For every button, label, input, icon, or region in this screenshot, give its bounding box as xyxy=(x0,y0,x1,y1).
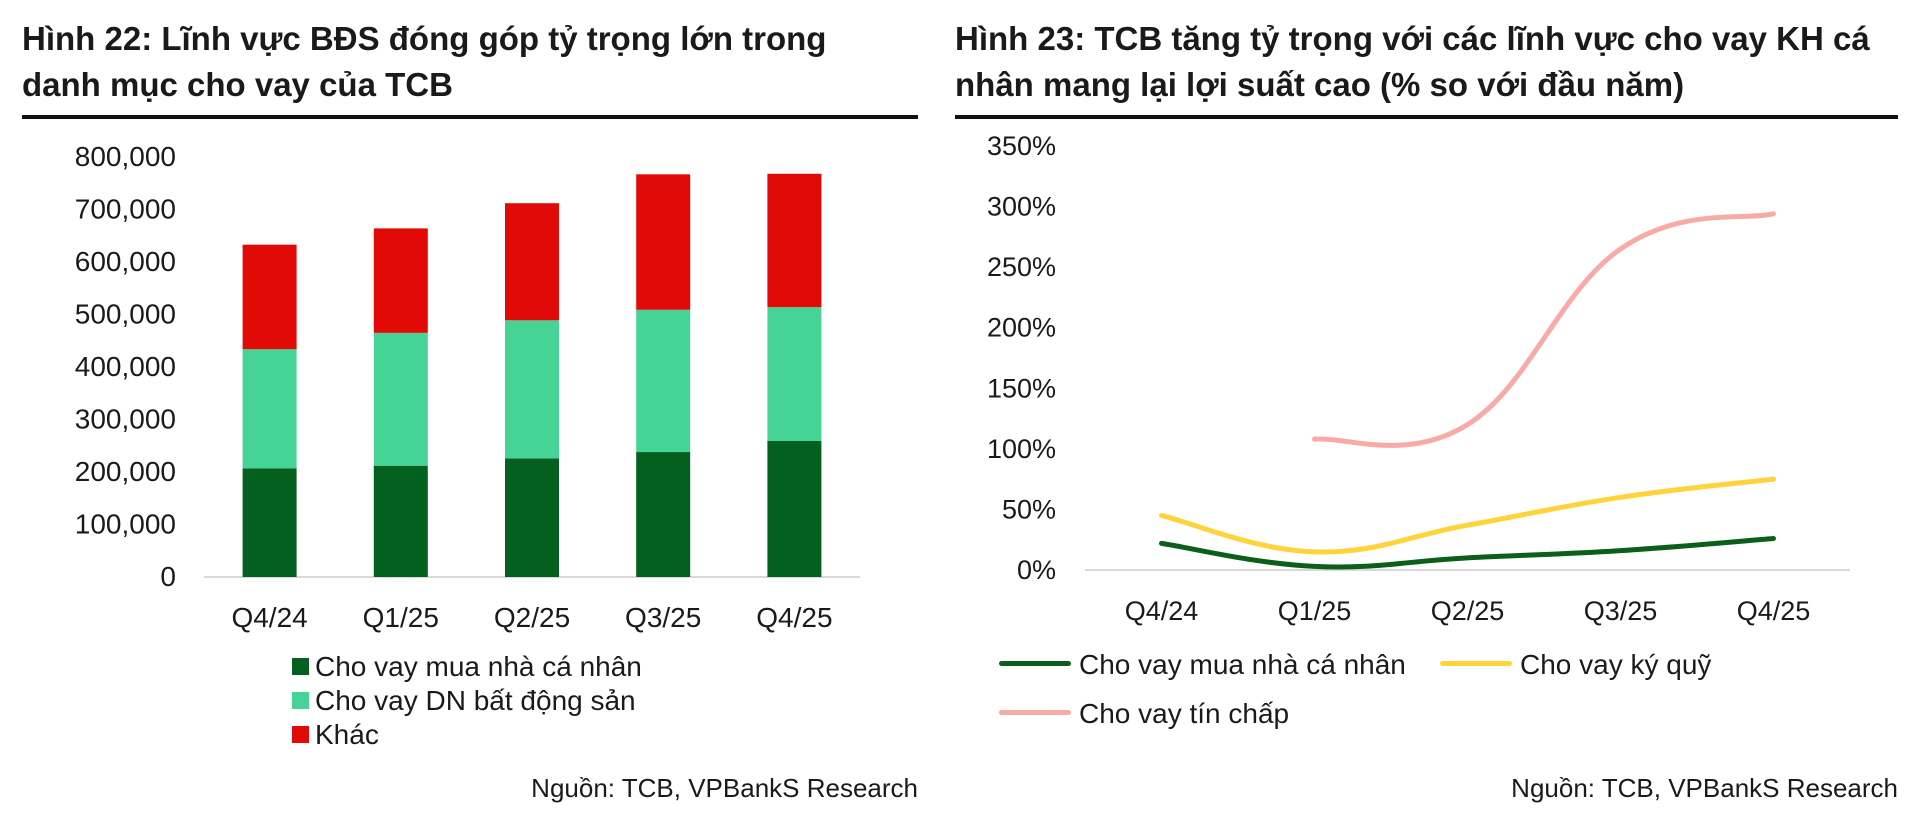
y-tick-label: 100,000 xyxy=(75,509,176,540)
legend-line-swatch xyxy=(1440,661,1512,667)
series-line-2 xyxy=(1159,476,1776,555)
bar-segment-2-Q2-25 xyxy=(505,320,559,459)
figure-22-title-line1: Hình 22: Lĩnh vực BĐS đóng góp tỷ trọng … xyxy=(22,20,827,57)
legend-swatch xyxy=(292,726,309,744)
x-tick-label: Q4/25 xyxy=(756,602,832,633)
legend-swatch xyxy=(292,658,309,676)
x-tick-label: Q3/25 xyxy=(1584,596,1658,626)
y-tick-label: 100% xyxy=(987,434,1056,464)
series-line-1 xyxy=(1159,536,1776,570)
stacked-bar-chart: 0 100,000 200,000 300,000 400,000 500,000 600,… xyxy=(75,141,860,633)
legend-label: Cho vay DN bất động sản xyxy=(315,685,636,716)
y-tick-label: 0% xyxy=(1017,555,1056,585)
bar-segment-3-Q2-25 xyxy=(505,203,559,321)
figure-22-source: Nguồn: TCB, VPBankS Research xyxy=(531,773,918,803)
figure-22-title: Hình 22: Lĩnh vực BĐS đóng góp tỷ trọng … xyxy=(22,16,826,108)
legend-item: Cho vay mua nhà cá nhân xyxy=(292,650,642,684)
y-tick-label: 250% xyxy=(987,252,1056,282)
y-tick-label: 500,000 xyxy=(75,299,176,330)
bar-segment-1-Q3-25 xyxy=(636,452,691,577)
y-tick-label: 150% xyxy=(987,373,1056,403)
figure-22-title-line2: danh mục cho vay của TCB xyxy=(22,66,453,103)
legend-line-swatch xyxy=(999,710,1071,716)
bar-segment-1-Q4-25 xyxy=(767,441,822,577)
legend-swatch xyxy=(292,692,309,710)
legend-label: Cho vay mua nhà cá nhân xyxy=(315,651,642,682)
y-tick-label: 200,000 xyxy=(75,456,176,487)
bar-segment-1-Q2-25 xyxy=(505,458,559,577)
x-tick-label: Q2/25 xyxy=(494,602,570,633)
y-tick-label: 50% xyxy=(1002,494,1056,524)
y-tick-label: 400,000 xyxy=(75,351,176,382)
y-tick-label: 700,000 xyxy=(75,194,176,225)
x-tick-label: Q1/25 xyxy=(1278,596,1352,626)
x-tick-label: Q4/25 xyxy=(1737,596,1811,626)
bar-segment-3-Q4-25 xyxy=(767,173,822,308)
y-tick-label: 200% xyxy=(987,313,1056,343)
bar-segment-3-Q1-25 xyxy=(373,228,428,333)
legend-label: Cho vay mua nhà cá nhân xyxy=(1079,649,1406,680)
legend-line-swatch xyxy=(999,661,1071,667)
bar-segment-1-Q1-25 xyxy=(373,465,428,577)
x-tick-label: Q4/24 xyxy=(1125,596,1199,626)
legend-item: Cho vay ký quỹ xyxy=(1440,648,1711,682)
figure-23-source: Nguồn: TCB, VPBankS Research xyxy=(1511,773,1898,803)
figure-23-title-line1: Hình 23: TCB tăng tỷ trọng với các lĩnh … xyxy=(955,20,1870,57)
y-tick-label: 600,000 xyxy=(75,246,176,277)
line-chart: 0% 50% 100% 150% 200% 250% 300% 350% Q4/24 Q1/25 Q… xyxy=(987,131,1850,626)
x-tick-label: Q1/25 xyxy=(363,602,439,633)
legend-label: Khác xyxy=(315,719,379,750)
x-tick-label: Q4/24 xyxy=(231,602,307,633)
x-tick-label: Q3/25 xyxy=(625,602,701,633)
bar-segment-3-Q3-25 xyxy=(636,174,691,310)
y-tick-label: 0 xyxy=(160,561,176,592)
figure-23-title: Hình 23: TCB tăng tỷ trọng với các lĩnh … xyxy=(955,16,1870,108)
bar-segment-2-Q4-25 xyxy=(767,307,822,442)
legend-label: Cho vay ký quỹ xyxy=(1520,649,1712,680)
legend-label: Cho vay tín chấp xyxy=(1079,698,1290,729)
legend-item: Cho vay DN bất động sản xyxy=(292,684,636,718)
bar-segment-3-Q4-24 xyxy=(242,244,297,350)
legend-item: Khác xyxy=(292,718,379,752)
x-tick-label: Q2/25 xyxy=(1431,596,1505,626)
legend-item: Cho vay mua nhà cá nhân xyxy=(999,648,1406,682)
y-tick-label: 350% xyxy=(987,131,1056,161)
bar-segment-1-Q4-24 xyxy=(242,468,297,577)
figure-22-divider xyxy=(22,115,918,119)
y-tick-label: 800,000 xyxy=(75,141,176,172)
figure-23-title-line2: nhân mang lại lợi suất cao (% so với đầu… xyxy=(955,66,1685,103)
y-tick-label: 300,000 xyxy=(75,404,176,435)
bar-segment-2-Q1-25 xyxy=(373,332,428,466)
bar-segment-2-Q4-24 xyxy=(242,349,297,469)
series-line-3 xyxy=(1312,211,1776,448)
figure-23-divider xyxy=(955,115,1898,119)
bar-segment-2-Q3-25 xyxy=(636,309,691,453)
y-tick-label: 300% xyxy=(987,192,1056,222)
legend-item: Cho vay tín chấp xyxy=(999,697,1289,731)
